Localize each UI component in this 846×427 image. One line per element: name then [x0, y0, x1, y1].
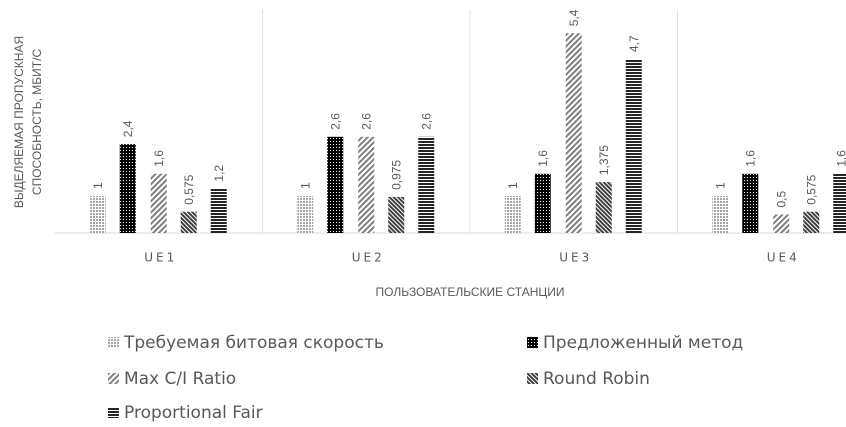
bar [119, 144, 136, 233]
x-axis-label: ПОЛЬЗОВАТЕЛЬСКИЕ СТАНЦИИ [376, 285, 565, 299]
bar [833, 173, 846, 233]
legend-label: Max C/I Ratio [124, 369, 236, 389]
data-label: 1,6 [834, 150, 846, 167]
data-label: 1,6 [743, 150, 757, 167]
data-label: 2,6 [359, 113, 373, 130]
data-label: 1,2 [212, 165, 226, 182]
y-axis-label: СПОСОБНОСТЬ, МБИТ/С [30, 49, 44, 196]
legend-label: Proportional Fair [124, 403, 263, 423]
bar [358, 136, 375, 233]
x-tick-label: UE3 [559, 251, 592, 265]
data-label: 1 [713, 182, 727, 189]
bar [625, 59, 642, 233]
bar [327, 136, 344, 233]
legend-swatch [108, 337, 119, 348]
bar [773, 214, 790, 233]
bar [150, 173, 167, 233]
data-label: 5,4 [567, 9, 581, 26]
x-tick-label: UE1 [144, 251, 177, 265]
data-label: 0,975 [389, 160, 403, 190]
data-label: 2,6 [419, 113, 433, 130]
data-label: 1 [91, 182, 105, 189]
legend-swatch [108, 407, 119, 418]
data-label: 0,575 [804, 174, 818, 204]
legend-label: Предложенный метод [543, 333, 743, 353]
data-label: 2,6 [328, 113, 342, 130]
legend-swatch [527, 337, 538, 348]
data-label: 0,5 [774, 190, 788, 207]
bar [89, 196, 106, 233]
bar [388, 196, 405, 233]
data-label: 1,375 [597, 145, 611, 175]
bar [712, 196, 729, 233]
legend-label: Требуемая битовая скорость [123, 333, 384, 353]
legend-label: Round Robin [543, 369, 650, 389]
bar [504, 196, 521, 233]
bar [742, 173, 759, 233]
bar [803, 211, 820, 233]
data-label: 1 [298, 182, 312, 189]
data-label: 0,575 [182, 174, 196, 204]
bar [418, 136, 435, 233]
data-label: 1,6 [536, 150, 550, 167]
legend-swatch [108, 373, 119, 384]
y-axis-label: ВЫДЕЛЯЕМАЯ ПРОПУСКНАЯ [12, 36, 26, 208]
bar [534, 173, 551, 233]
bar [297, 196, 314, 233]
data-label: 1 [506, 182, 520, 189]
bar [210, 188, 227, 233]
bar [565, 33, 582, 234]
bar [595, 182, 612, 233]
data-label: 4,7 [627, 35, 641, 52]
x-tick-label: UE2 [352, 251, 385, 265]
x-tick-label: UE4 [767, 251, 800, 265]
data-label: 2,4 [121, 120, 135, 137]
bar [180, 211, 197, 233]
legend-swatch [527, 373, 538, 384]
data-label: 1,6 [152, 150, 166, 167]
